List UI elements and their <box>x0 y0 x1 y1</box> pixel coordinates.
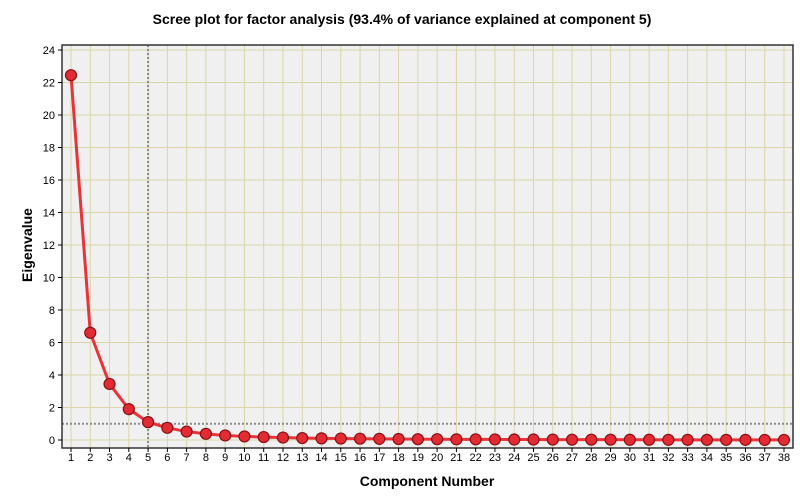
y-tick-label: 12 <box>43 240 55 252</box>
x-tick-label: 6 <box>164 452 170 464</box>
x-tick-label: 29 <box>604 452 616 464</box>
data-point <box>392 432 405 446</box>
y-tick-label: 2 <box>49 403 55 415</box>
x-tick-label: 10 <box>238 452 250 464</box>
y-tick-label: 16 <box>43 175 55 187</box>
data-point <box>604 433 617 446</box>
x-tick-label: 30 <box>624 452 636 464</box>
data-point <box>411 433 424 446</box>
x-tick-label: 38 <box>778 452 790 464</box>
data-point <box>662 433 675 446</box>
x-tick-label: 3 <box>106 452 112 464</box>
x-tick-label: 7 <box>184 452 190 464</box>
data-point <box>758 433 771 447</box>
y-tick-label: 14 <box>43 208 55 220</box>
plot-background <box>62 45 793 448</box>
y-tick-label: 10 <box>43 273 55 285</box>
chart-title: Scree plot for factor analysis (93.4% of… <box>153 11 652 27</box>
data-point <box>84 326 97 339</box>
data-point <box>450 433 463 446</box>
y-axis-label: Eigenvalue <box>19 208 35 282</box>
y-tick-label: 20 <box>43 110 55 122</box>
data-point <box>681 433 694 446</box>
data-point <box>238 430 251 443</box>
data-point <box>585 433 598 446</box>
data-point <box>315 432 328 445</box>
x-tick-label: 22 <box>470 452 482 464</box>
x-tick-label: 28 <box>585 452 597 464</box>
data-point <box>643 433 656 446</box>
x-tick-label: 18 <box>392 452 404 464</box>
x-tick-label: 27 <box>566 452 578 464</box>
data-point <box>777 433 791 447</box>
data-point <box>141 416 155 429</box>
y-tick-label: 4 <box>49 370 55 382</box>
y-tick-label: 22 <box>43 78 55 90</box>
data-point <box>720 433 733 446</box>
x-tick-label: 21 <box>450 452 462 464</box>
x-tick-label: 5 <box>145 452 151 464</box>
y-tick-label: 0 <box>49 435 55 447</box>
data-point <box>373 432 386 445</box>
y-tick-label: 18 <box>43 143 55 155</box>
data-point <box>508 433 521 446</box>
x-tick-label: 24 <box>508 452 520 464</box>
x-tick-label: 11 <box>258 452 269 464</box>
x-axis-label: Component Number <box>360 473 495 489</box>
x-tick-label: 25 <box>527 452 539 464</box>
data-point <box>739 433 752 446</box>
x-tick-label: 8 <box>203 452 209 464</box>
x-tick-label: 36 <box>739 452 751 464</box>
data-point <box>296 431 309 445</box>
data-point <box>199 427 212 440</box>
x-tick-label: 35 <box>720 452 732 464</box>
x-tick-label: 37 <box>759 452 771 464</box>
x-tick-label: 19 <box>412 452 424 464</box>
data-point <box>623 433 636 446</box>
x-tick-label: 16 <box>354 452 366 464</box>
x-tick-label: 13 <box>296 452 308 464</box>
x-tick-label: 34 <box>701 452 713 464</box>
x-tick-label: 32 <box>662 452 674 464</box>
x-tick-label: 9 <box>222 452 228 464</box>
data-point <box>180 425 193 438</box>
data-point <box>469 433 482 446</box>
data-point <box>276 431 290 444</box>
x-tick-label: 20 <box>431 452 443 464</box>
x-tick-label: 14 <box>315 452 327 464</box>
x-tick-label: 12 <box>277 452 289 464</box>
x-tick-label: 33 <box>682 452 694 464</box>
data-point <box>219 429 232 442</box>
data-point <box>334 432 347 445</box>
y-tick-label: 8 <box>49 305 55 317</box>
data-point <box>527 433 540 446</box>
x-tick-label: 15 <box>335 452 347 464</box>
x-tick-label: 4 <box>126 452 132 464</box>
data-point <box>161 421 174 434</box>
data-point <box>64 69 78 82</box>
x-tick-label: 23 <box>489 452 501 464</box>
data-point <box>103 377 116 391</box>
data-point <box>353 432 367 445</box>
x-tick-label: 17 <box>373 452 385 464</box>
data-point <box>546 433 559 446</box>
plot-frame <box>61 44 794 449</box>
data-point <box>257 430 270 444</box>
data-point <box>122 403 135 416</box>
x-tick-label: 2 <box>87 452 93 464</box>
data-point <box>565 433 579 446</box>
data-point <box>700 433 714 446</box>
x-tick-label: 26 <box>547 452 559 464</box>
x-tick-label: 31 <box>643 452 655 464</box>
data-point <box>488 433 502 446</box>
y-tick-label: 24 <box>43 45 55 57</box>
x-tick-label: 1 <box>68 452 74 464</box>
y-tick-label: 6 <box>49 338 55 350</box>
data-point <box>431 433 444 446</box>
